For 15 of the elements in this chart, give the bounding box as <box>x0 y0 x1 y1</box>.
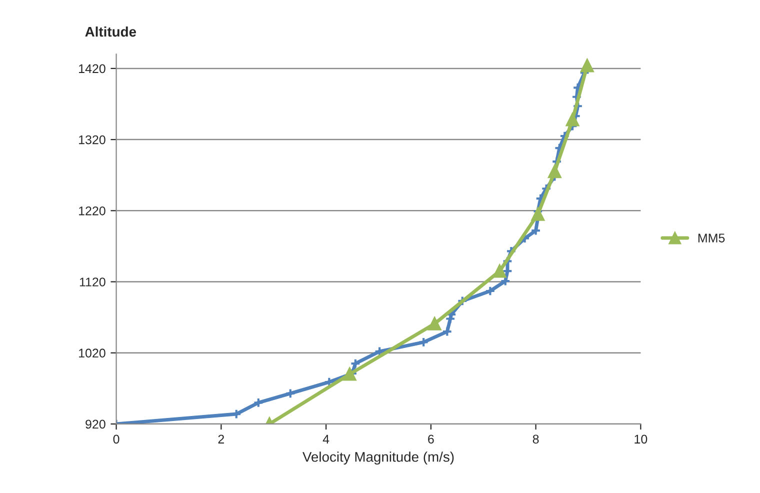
x-axis-title: Velocity Magnitude (m/s) <box>302 452 454 465</box>
y-axis-title: Altitude <box>85 26 136 37</box>
x-tick-label: 2 <box>218 434 224 444</box>
y-tick-label: 1320 <box>79 135 106 144</box>
y-tick-label: 920 <box>86 420 106 429</box>
x-tick-label: 4 <box>322 434 330 444</box>
y-tick-label: 1220 <box>79 206 106 216</box>
legend-label: MM5 <box>698 234 725 242</box>
x-tick-label: 10 <box>634 434 648 444</box>
x-tick-label: 0 <box>113 434 120 444</box>
y-tick-label: 1120 <box>80 278 106 286</box>
y-tick-label: 1020 <box>79 348 106 358</box>
x-tick-label: 8 <box>532 434 539 444</box>
x-tick-label: 6 <box>428 434 434 444</box>
y-tick-label: 1420 <box>79 64 106 74</box>
